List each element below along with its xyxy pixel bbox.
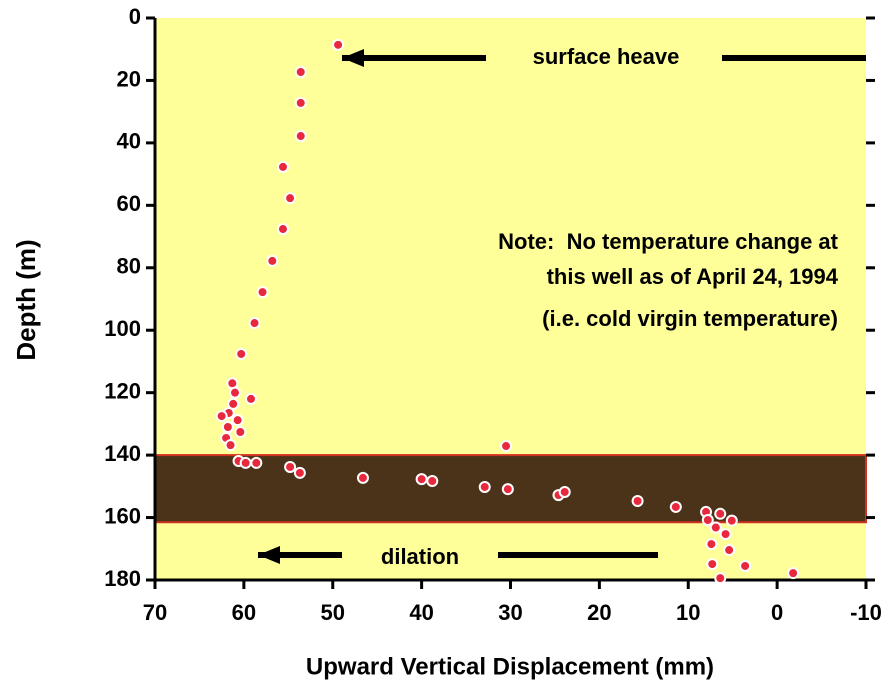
y-tick-label: 120 [104, 378, 141, 403]
point [356, 471, 369, 484]
point [248, 317, 261, 330]
note-line: this well as of April 24, 1994 [547, 264, 839, 289]
point [426, 475, 439, 488]
y-tick-label: 160 [104, 503, 141, 528]
x-tick-label: 40 [409, 600, 433, 625]
x-tick-label: 30 [498, 600, 522, 625]
point [256, 286, 269, 299]
point [250, 456, 263, 469]
x-tick-label: 50 [321, 600, 345, 625]
point [215, 410, 228, 423]
point [631, 495, 644, 508]
point [231, 414, 244, 427]
point [221, 421, 234, 434]
point [501, 483, 514, 496]
point [276, 223, 289, 236]
arrow-head [342, 49, 364, 67]
point [228, 386, 241, 399]
point [705, 538, 718, 551]
point [714, 572, 727, 585]
note-line: (i.e. cold virgin temperature) [542, 306, 838, 331]
x-tick-label: 10 [676, 600, 700, 625]
point [276, 160, 289, 173]
x-axis-label: Upward Vertical Displacement (mm) [306, 653, 714, 680]
point [723, 544, 736, 557]
x-tick-label: -10 [850, 600, 882, 625]
point [706, 558, 719, 571]
point [294, 66, 307, 79]
point [234, 426, 247, 439]
point [235, 347, 248, 360]
x-tick-label: 70 [143, 600, 167, 625]
x-tick-label: 20 [587, 600, 611, 625]
point [294, 130, 307, 143]
point [739, 559, 752, 572]
y-tick-label: 20 [117, 66, 141, 91]
arrow-head [258, 546, 280, 564]
point [239, 456, 252, 469]
x-tick-label: 60 [232, 600, 256, 625]
point [725, 514, 738, 527]
point [284, 460, 297, 473]
point [669, 500, 682, 513]
x-tick-label: 0 [771, 600, 783, 625]
point [266, 254, 279, 267]
y-axis-label: Depth (m) [11, 239, 41, 360]
point [415, 473, 428, 486]
point [332, 38, 345, 51]
point [787, 567, 800, 580]
point [709, 521, 722, 534]
y-tick-label: 60 [117, 191, 141, 216]
point [284, 192, 297, 205]
y-tick-label: 40 [117, 129, 141, 154]
y-tick-label: 180 [104, 566, 141, 591]
y-tick-label: 100 [104, 316, 141, 341]
point [227, 397, 240, 410]
point [714, 507, 727, 520]
point [719, 528, 732, 541]
point [558, 485, 571, 498]
point [293, 466, 306, 479]
point [701, 514, 714, 527]
point [224, 439, 237, 452]
y-tick-label: 80 [117, 254, 141, 279]
y-tick-label: 0 [129, 4, 141, 29]
y-tick-label: 140 [104, 441, 141, 466]
point [294, 96, 307, 109]
point [244, 392, 257, 405]
note-line: Note: No temperature change at [498, 229, 839, 254]
dilation-label: dilation [381, 544, 459, 569]
point [478, 480, 491, 493]
surface-heave-label: surface heave [533, 44, 680, 69]
point [500, 440, 513, 453]
